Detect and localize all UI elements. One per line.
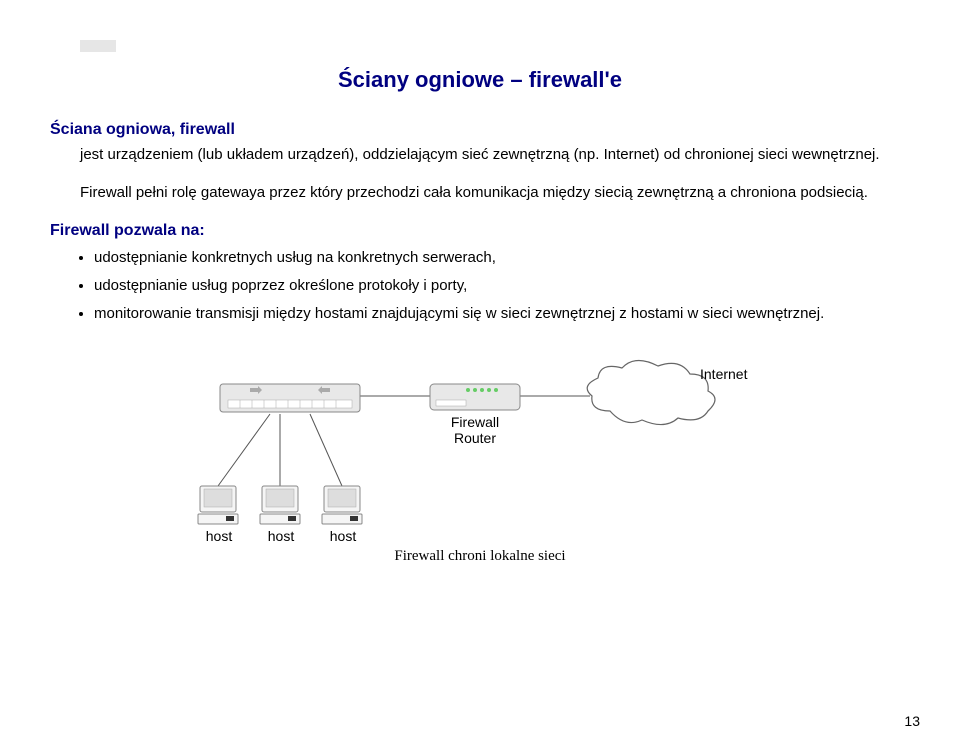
host-icon <box>260 486 300 524</box>
bullet-item: monitorowanie transmisji między hostami … <box>94 302 910 326</box>
subtitle: Ściana ogniowa, firewall <box>50 121 910 139</box>
host-icon <box>198 486 238 524</box>
host-label-1: host <box>204 528 234 544</box>
switch-icon <box>220 384 360 412</box>
firewall-router-icon <box>430 384 520 410</box>
firewall-label-2: Router <box>440 430 510 446</box>
bullet-list: udostępnianie konkretnych usług na konkr… <box>50 246 910 326</box>
line-switch-host3 <box>310 414 342 486</box>
line-switch-host1 <box>218 414 270 486</box>
network-diagram: Firewall Router Internet host host host … <box>180 356 780 576</box>
host-icon <box>322 486 362 524</box>
bullet-item: udostępnianie konkretnych usług na konkr… <box>94 246 910 270</box>
page-title: Ściany ogniowe – firewall'e <box>50 67 910 93</box>
internet-label: Internet <box>700 366 747 382</box>
title-bar-box <box>80 40 116 52</box>
bullet-item: udostępnianie usług poprzez określone pr… <box>94 274 910 298</box>
cloud-icon <box>587 360 715 424</box>
para-1: jest urządzeniem (lub układem urządzeń),… <box>80 145 910 165</box>
host-label-3: host <box>328 528 358 544</box>
firewall-label-1: Firewall <box>440 414 510 430</box>
para-2: Firewall pełni rolę gatewaya przez który… <box>80 183 910 203</box>
page-number: 13 <box>904 713 920 729</box>
list-heading: Firewall pozwala na: <box>50 222 910 240</box>
host-label-2: host <box>266 528 296 544</box>
diagram-caption: Firewall chroni lokalne sieci <box>360 548 600 565</box>
